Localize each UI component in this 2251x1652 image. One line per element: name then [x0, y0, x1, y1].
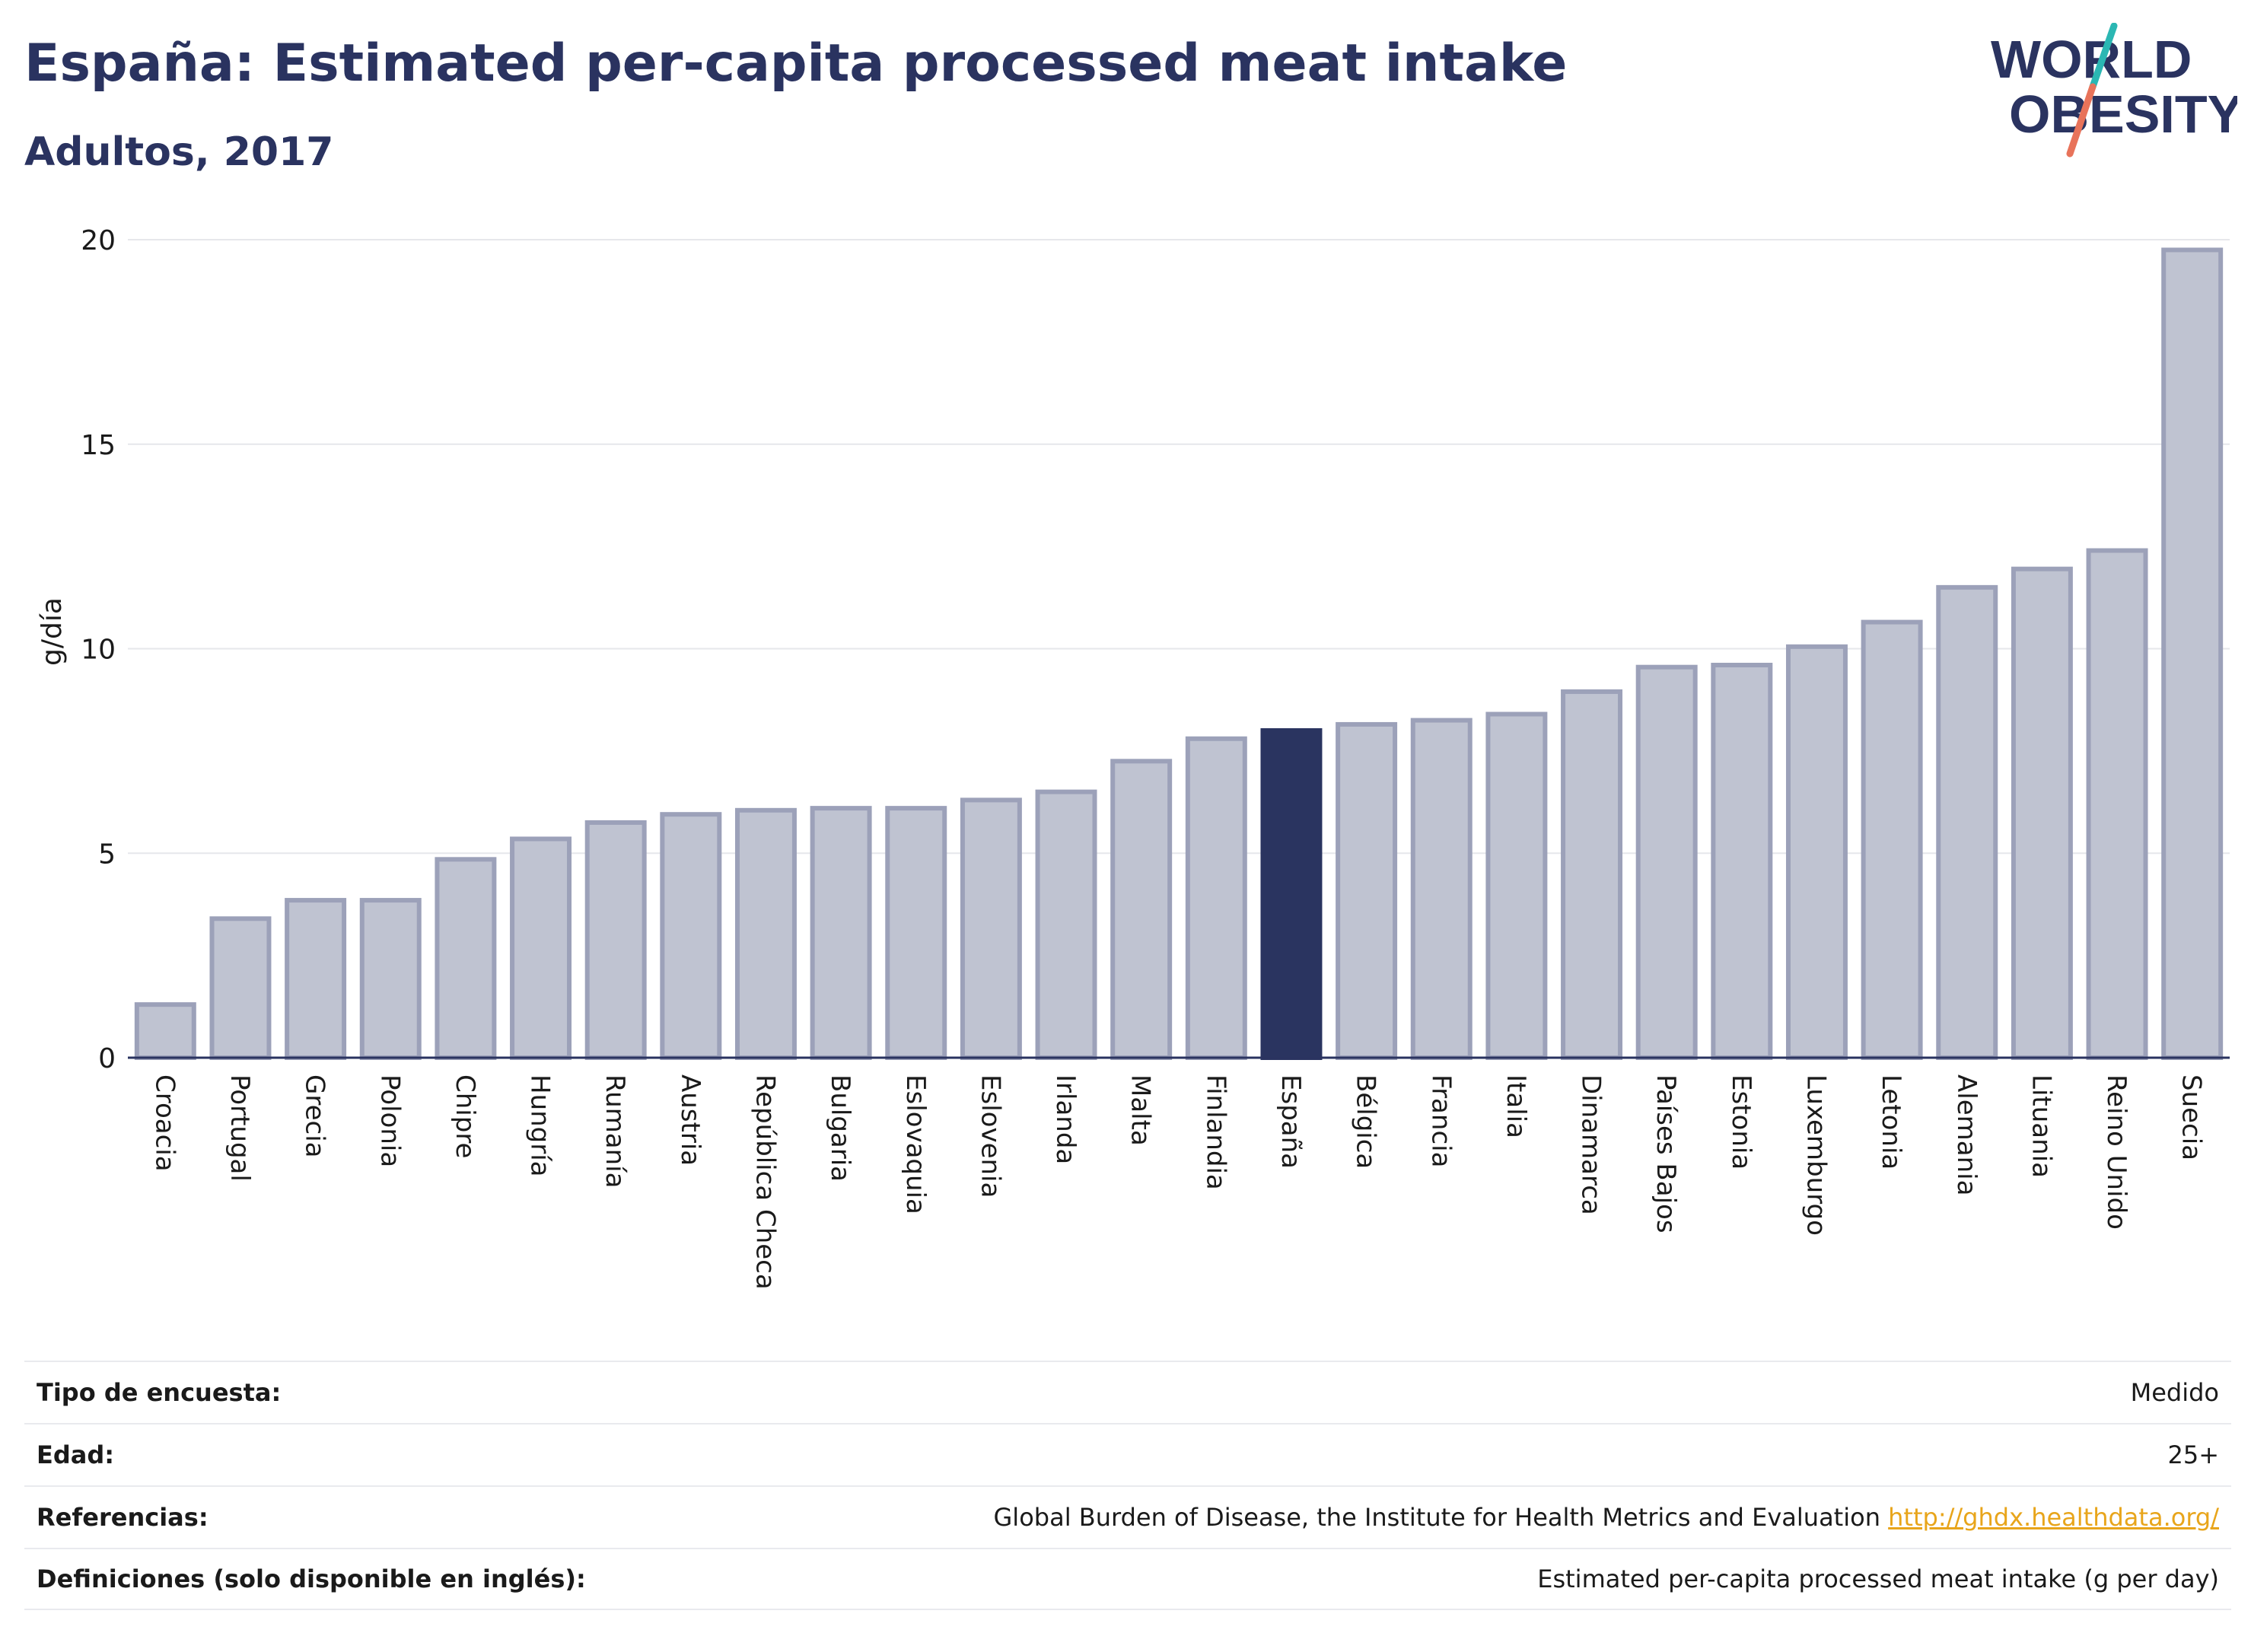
info-row-age: Edad: 25+	[24, 1423, 2231, 1485]
info-value: Global Burden of Disease, the Institute …	[994, 1503, 2220, 1532]
x-tick-label: Irlanda	[1050, 1074, 1081, 1164]
x-tick-label: Eslovaquia	[900, 1074, 931, 1214]
axes: 0 5 10 15 20 Croacia Portugal Grecia Polonia Chip…	[81, 225, 2230, 1290]
bar	[1785, 644, 1848, 1060]
x-tick-label: Italia	[1501, 1074, 1531, 1138]
bar	[885, 806, 947, 1060]
x-tick-label: Letonia	[1876, 1074, 1906, 1170]
bar	[1185, 736, 1247, 1060]
bar	[359, 898, 422, 1060]
x-tick-label: Bulgaria	[825, 1074, 855, 1182]
bar	[285, 898, 347, 1060]
bar	[960, 797, 1022, 1060]
x-tick-label: Francia	[1425, 1074, 1456, 1167]
info-table: Tipo de encuesta: Medido Edad: 25+ Refer…	[24, 1361, 2231, 1610]
bar-highlight	[1260, 728, 1323, 1060]
info-row-survey-type: Tipo de encuesta: Medido	[24, 1361, 2231, 1423]
bar	[734, 807, 797, 1060]
x-tick-label: Austria	[675, 1074, 705, 1166]
y-tick-label: 15	[81, 430, 116, 461]
y-tick-label: 20	[81, 225, 116, 256]
bar	[1561, 689, 1623, 1060]
x-tick-label: Luxemburgo	[1800, 1074, 1831, 1236]
info-label: Edad:	[37, 1440, 115, 1469]
x-tick-label: Grecia	[300, 1074, 330, 1157]
bars	[134, 247, 2224, 1060]
x-tick-label: Finlandia	[1200, 1074, 1231, 1190]
bar	[1711, 663, 1773, 1060]
y-tick-label: 5	[98, 839, 116, 870]
info-row-references: Referencias: Global Burden of Disease, t…	[24, 1485, 2231, 1548]
reference-text: Global Burden of Disease, the Institute …	[993, 1503, 1880, 1532]
bar	[1861, 619, 1923, 1060]
logo-word-obesity: OBESITY	[2009, 84, 2237, 144]
x-tick-label: República Checa	[750, 1074, 780, 1290]
world-obesity-logo: WORLD OBESITY	[1991, 23, 2237, 158]
bar	[435, 857, 497, 1060]
x-tick-label: Dinamarca	[1576, 1074, 1606, 1215]
info-label: Tipo de encuesta:	[37, 1378, 282, 1407]
x-tick-label: Lituania	[2026, 1074, 2056, 1178]
x-tick-label: Bélgica	[1351, 1074, 1381, 1169]
x-tick-label: Estonia	[1726, 1074, 1756, 1170]
chart-title: España: Estimated per-capita processed m…	[24, 33, 1568, 94]
bar	[209, 916, 272, 1060]
x-tick-label: Reino Unido	[2101, 1074, 2132, 1230]
info-label: Referencias:	[37, 1503, 209, 1532]
x-tick-label: Malta	[1126, 1074, 1156, 1146]
bar	[2086, 548, 2148, 1060]
info-label: Definiciones (solo disponible en inglés)…	[37, 1564, 586, 1593]
x-tick-label: Portugal	[224, 1074, 255, 1182]
bar	[2011, 566, 2073, 1060]
y-tick-label: 10	[81, 635, 116, 666]
bar	[134, 1002, 196, 1060]
x-tick-label: Chipre	[450, 1074, 480, 1158]
reference-link[interactable]: http://ghdx.healthdata.org/	[1888, 1503, 2219, 1532]
info-value: Estimated per-capita processed meat inta…	[1537, 1564, 2219, 1593]
y-tick-label: 0	[98, 1043, 116, 1074]
bar	[810, 806, 872, 1060]
x-tick-label: España	[1275, 1074, 1306, 1169]
x-tick-label: Hungría	[525, 1074, 556, 1177]
info-value: Medido	[2130, 1378, 2219, 1407]
x-tick-label: Polonia	[374, 1074, 405, 1167]
chart-subtitle: Adultos, 2017	[24, 129, 334, 175]
logo-slash-coral	[2066, 83, 2097, 158]
x-tick-label: Rumanía	[600, 1074, 630, 1188]
x-tick-label: Suecia	[2176, 1074, 2207, 1160]
y-axis-label: g/día	[37, 597, 68, 666]
bar	[1485, 711, 1548, 1060]
bar-chart: 0 5 10 15 20 Croacia Portugal Grecia Polonia Chip…	[37, 225, 2230, 1290]
bar	[1035, 789, 1097, 1060]
bar	[1410, 718, 1473, 1060]
logo-slash-teal	[2089, 23, 2118, 91]
bar	[584, 820, 647, 1060]
bar	[660, 812, 722, 1060]
x-tick-label: Croacia	[149, 1074, 180, 1172]
x-tick-label: Alemania	[1951, 1074, 1982, 1195]
info-row-definitions: Definiciones (solo disponible en inglés)…	[24, 1548, 2231, 1610]
x-tick-label: Eslovenia	[975, 1074, 1005, 1198]
logo-word-world: WORLD	[1991, 30, 2192, 89]
bar	[2161, 247, 2224, 1060]
x-tick-label: Países Bajos	[1651, 1074, 1681, 1233]
bar	[1336, 721, 1398, 1060]
bar	[1110, 759, 1173, 1060]
bar	[1635, 664, 1698, 1060]
info-value: 25+	[2167, 1440, 2219, 1469]
bar	[1936, 584, 1998, 1060]
bar	[510, 836, 572, 1060]
